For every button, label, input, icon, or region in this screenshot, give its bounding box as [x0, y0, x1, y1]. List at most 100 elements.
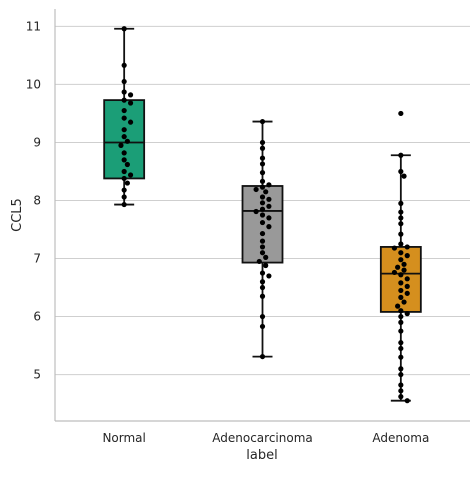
data-point	[398, 250, 404, 256]
data-point	[398, 152, 404, 158]
data-point	[401, 173, 407, 179]
data-point	[395, 303, 401, 309]
data-point	[263, 254, 269, 260]
data-point	[259, 206, 266, 212]
data-point	[124, 180, 130, 186]
data-point	[398, 215, 404, 221]
data-point	[398, 371, 404, 378]
data-point	[121, 89, 127, 95]
box-adenoma	[379, 154, 422, 402]
data-point	[121, 168, 127, 175]
data-point	[259, 212, 266, 218]
data-point	[121, 97, 127, 103]
data-point	[259, 284, 266, 291]
data-point	[398, 110, 404, 117]
data-point	[259, 161, 266, 167]
data-point	[395, 264, 401, 270]
data-point	[398, 294, 404, 300]
data-point	[259, 244, 266, 250]
data-point	[121, 78, 127, 85]
data-point	[121, 175, 127, 182]
data-point	[266, 273, 272, 279]
data-point	[124, 138, 130, 144]
data-point	[398, 209, 404, 215]
y-axis-label: CCL5	[10, 198, 25, 232]
data-point	[398, 241, 404, 247]
data-point	[259, 219, 266, 226]
data-point	[121, 187, 127, 193]
data-point	[398, 340, 404, 346]
data-point	[259, 270, 266, 276]
data-point	[398, 313, 404, 320]
data-point	[398, 354, 404, 360]
data-point	[127, 100, 134, 106]
data-point	[266, 224, 272, 230]
data-point	[127, 92, 134, 98]
data-point	[259, 139, 266, 146]
data-point	[398, 308, 404, 314]
data-point	[121, 157, 127, 163]
data-point	[259, 279, 266, 285]
data-point	[259, 194, 266, 200]
y-tick-labels: 5 6 7 8 9 10 11	[26, 19, 41, 381]
data-point	[401, 299, 407, 305]
data-point	[266, 215, 272, 221]
y-tick-label: 7	[33, 252, 41, 266]
data-point	[404, 283, 410, 289]
data-point	[124, 161, 130, 168]
data-point	[127, 119, 134, 125]
data-point	[404, 244, 410, 250]
data-point	[259, 170, 266, 176]
data-point	[259, 230, 266, 237]
data-point	[121, 107, 127, 114]
data-point	[253, 208, 259, 215]
data-point	[398, 345, 404, 352]
data-point	[259, 155, 266, 161]
data-point	[401, 261, 407, 267]
data-point	[404, 253, 410, 259]
data-point	[398, 272, 404, 278]
data-point	[253, 186, 259, 193]
data-point	[259, 353, 266, 360]
data-point	[404, 398, 410, 404]
data-point	[398, 328, 404, 334]
data-point	[259, 250, 266, 256]
data-point	[391, 245, 398, 251]
y-tick-label: 11	[26, 19, 41, 33]
data-point	[266, 182, 272, 188]
data-point	[259, 184, 266, 190]
data-point	[259, 293, 266, 299]
data-point	[259, 200, 266, 206]
axes	[54, 9, 470, 422]
y-tick-label: 5	[33, 368, 41, 382]
data-point	[256, 258, 262, 265]
swarm-points	[118, 26, 410, 404]
x-axis-label: label	[246, 448, 277, 463]
data-point	[259, 178, 266, 184]
y-tick-label: 6	[33, 310, 41, 324]
data-point	[398, 200, 404, 206]
data-point	[259, 145, 266, 151]
data-point	[398, 319, 404, 325]
data-point	[121, 115, 127, 121]
y-tick-label: 10	[26, 77, 41, 91]
data-point	[398, 394, 404, 400]
data-point	[127, 172, 134, 178]
data-point	[121, 194, 127, 200]
data-point	[263, 262, 269, 269]
data-point	[398, 280, 404, 286]
x-tick-labels: Normal Adenocarcinoma Adenoma	[102, 431, 429, 445]
data-point	[259, 323, 266, 330]
data-point	[398, 231, 404, 237]
data-point	[259, 313, 266, 320]
data-point	[259, 238, 266, 244]
data-point	[404, 290, 410, 296]
y-tick-label: 9	[33, 135, 41, 149]
data-point	[398, 287, 404, 294]
iqr-box	[103, 99, 146, 180]
x-tick-label: Adenoma	[372, 431, 429, 445]
data-point	[266, 203, 272, 209]
data-point	[118, 142, 124, 148]
data-point	[398, 388, 404, 394]
